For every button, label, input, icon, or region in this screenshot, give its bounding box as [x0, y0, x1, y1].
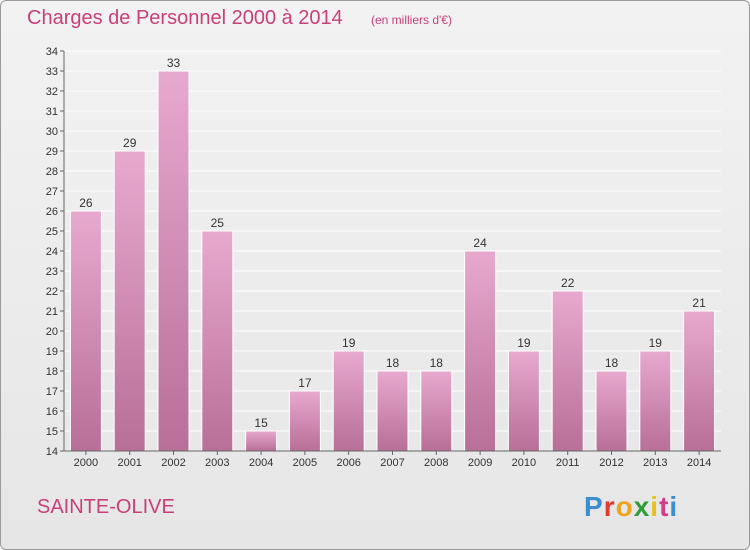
data-label: 19: [517, 336, 531, 350]
data-label: 19: [342, 336, 356, 350]
y-tick-label: 21: [46, 306, 58, 318]
y-tick-label: 16: [46, 406, 58, 418]
y-tick-label: 20: [46, 326, 58, 338]
y-tick-label: 27: [46, 186, 58, 198]
bar-2009: [464, 250, 497, 452]
y-tick-label: 25: [46, 226, 58, 238]
bar-2007: [376, 370, 409, 452]
bar-2014: [683, 310, 716, 452]
bar-2013: [639, 350, 672, 452]
logo-letter: P: [584, 491, 604, 522]
place-name: SAINTE-OLIVE: [37, 496, 175, 518]
axes: 14 15 16 17 18 19 20 21 22 23 24 25 26 27 28 29 30 31 32 33…: [46, 46, 721, 469]
bar-2005: [288, 390, 321, 452]
y-tick-label: 34: [46, 46, 58, 58]
data-label: 26: [79, 196, 93, 210]
x-tick-label: 2013: [643, 457, 667, 469]
x-tick-label: 2001: [117, 457, 141, 469]
x-tick-label: 2012: [599, 457, 623, 469]
y-tick-label: 29: [46, 146, 58, 158]
y-tick-label: 26: [46, 206, 58, 218]
y-tick-label: 32: [46, 86, 58, 98]
x-tick-label: 2005: [293, 457, 317, 469]
data-label: 33: [167, 56, 181, 70]
y-tick-label: 23: [46, 266, 58, 278]
bar-2001: [113, 150, 146, 452]
x-tick-label: 2006: [336, 457, 360, 469]
logo-letter: x: [633, 491, 651, 522]
y-tick-label: 18: [46, 366, 58, 378]
y-tick-label: 30: [46, 126, 58, 138]
bar-2012: [595, 370, 628, 452]
x-tick-label: 2014: [687, 457, 711, 469]
x-tick-label: 2011: [556, 457, 580, 469]
y-tick-label: 22: [46, 286, 58, 298]
logo-letter: t: [659, 491, 670, 522]
bars: 26 29 33 25 15 17 19 18 18 24 19 22 18 19 21: [69, 56, 716, 452]
bar-2004: [245, 430, 278, 452]
data-label: 18: [430, 356, 444, 370]
bar-2000: [69, 210, 102, 452]
data-label: 18: [386, 356, 400, 370]
x-tick-label: 2008: [424, 457, 448, 469]
logo-letter: i: [669, 491, 679, 522]
logo-letter: r: [603, 491, 616, 522]
data-label: 19: [649, 336, 663, 350]
y-tick-label: 33: [46, 66, 58, 78]
logo-letter: o: [615, 491, 634, 522]
x-tick-label: 2009: [468, 457, 492, 469]
x-tick-label: 2007: [380, 457, 404, 469]
data-label: 22: [561, 276, 575, 290]
x-tick-label: 2003: [205, 457, 229, 469]
y-tick-label: 24: [46, 246, 58, 258]
bar-2006: [332, 350, 365, 452]
data-label: 17: [298, 376, 312, 390]
x-tick-label: 2002: [161, 457, 185, 469]
x-tick-label: 2000: [74, 457, 98, 469]
y-tick-label: 14: [46, 446, 58, 458]
y-tick-label: 17: [46, 386, 58, 398]
y-tick-label: 28: [46, 166, 58, 178]
y-tick-label: 15: [46, 426, 58, 438]
data-label: 15: [254, 416, 268, 430]
x-tick-label: 2010: [512, 457, 536, 469]
bar-2010: [507, 350, 540, 452]
bar-2011: [551, 290, 584, 452]
data-label: 25: [211, 216, 225, 230]
proxiti-logo[interactable]: Proxiti: [584, 491, 678, 523]
data-label: 24: [473, 236, 487, 250]
data-label: 29: [123, 136, 137, 150]
data-label: 21: [692, 296, 706, 310]
y-tick-label: 19: [46, 346, 58, 358]
x-tick-label: 2004: [249, 457, 273, 469]
bar-2002: [157, 70, 190, 452]
bar-2003: [201, 230, 234, 452]
logo-letter: i: [650, 491, 660, 522]
data-label: 18: [605, 356, 619, 370]
bar-2008: [420, 370, 453, 452]
chart-title: Charges de Personnel 2000 à 2014: [27, 7, 343, 29]
chart-subtitle: (en milliers d'€): [371, 13, 452, 27]
y-tick-label: 31: [46, 106, 58, 118]
